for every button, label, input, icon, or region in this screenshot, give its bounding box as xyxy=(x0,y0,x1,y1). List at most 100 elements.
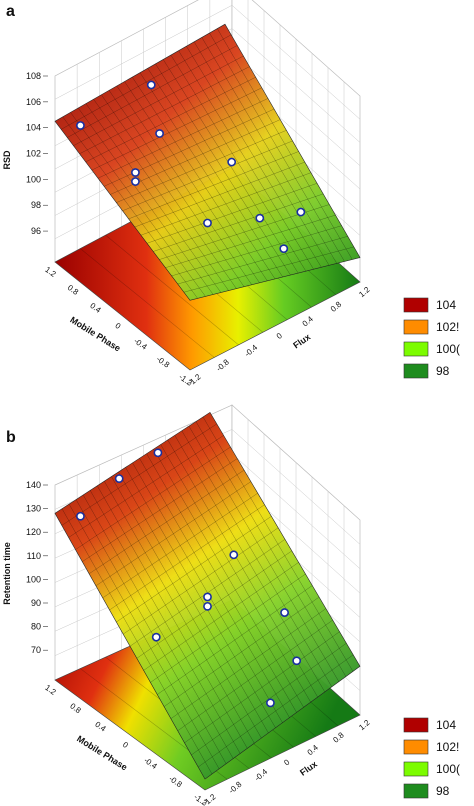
mp-tick-label: -0.4 xyxy=(142,756,159,772)
gridline xyxy=(231,5,361,120)
mesh-line xyxy=(188,425,340,682)
legend-swatch xyxy=(403,319,429,335)
flux-axis-label: Flux xyxy=(291,332,312,351)
mp-tick-label: -0.8 xyxy=(155,354,172,370)
mesh-line xyxy=(163,596,320,707)
contour-line xyxy=(105,234,239,346)
mesh-line xyxy=(139,458,290,718)
z-tick-label: 80 xyxy=(31,622,41,632)
mesh-line xyxy=(88,469,245,574)
mesh-line xyxy=(68,435,224,538)
mesh-line xyxy=(91,87,262,171)
mesh-line xyxy=(124,81,260,283)
mesh-line xyxy=(140,172,311,236)
mesh-line xyxy=(116,130,287,203)
z-axis-label: Retention time xyxy=(2,542,12,605)
flux-tick-label: 0.8 xyxy=(329,299,344,313)
flux-tick-label: -0.8 xyxy=(215,357,232,373)
data-point xyxy=(155,129,164,138)
data-point xyxy=(76,121,85,130)
data-point xyxy=(76,511,85,521)
mesh-line xyxy=(201,37,337,264)
mesh-line xyxy=(181,430,332,687)
mesh-line xyxy=(198,654,354,768)
mesh-line xyxy=(170,608,327,719)
flux-tick-label: 0 xyxy=(275,331,285,341)
mp-tick-label: 0 xyxy=(114,321,123,331)
mesh-line xyxy=(116,85,252,285)
mesh-line xyxy=(186,46,322,268)
flux-tick-label: 0.4 xyxy=(301,314,316,328)
mesh-line xyxy=(134,161,305,228)
mesh-line xyxy=(102,493,258,599)
mesh-line xyxy=(146,183,318,244)
flux-tick-label: 0.8 xyxy=(331,730,346,744)
data-point xyxy=(114,474,124,484)
mesh-line xyxy=(157,585,313,695)
legend-swatch xyxy=(403,363,429,379)
mesh-line xyxy=(150,573,306,683)
mesh-line xyxy=(177,236,348,285)
data-point xyxy=(203,601,212,611)
legend-swatch xyxy=(403,297,429,313)
z-tick-label: 108 xyxy=(26,71,41,81)
panel-letter: b xyxy=(6,429,16,446)
flux-axis-label: Flux xyxy=(298,759,319,778)
flux-tick-label: 1.2 xyxy=(357,285,372,299)
gridline xyxy=(231,28,361,143)
mesh-line xyxy=(128,151,299,220)
mesh-line xyxy=(136,550,292,659)
legend-swatch xyxy=(403,783,429,799)
z-axis-label: RSD xyxy=(2,150,12,170)
mesh-line xyxy=(109,504,265,611)
mesh-line xyxy=(125,467,276,728)
mesh-line xyxy=(61,508,213,775)
z-tick-label: 100 xyxy=(26,574,41,584)
mesh-line xyxy=(82,458,238,562)
mp-tick-label: 0.8 xyxy=(66,283,81,297)
mp-tick-label: 0.8 xyxy=(68,701,83,715)
mesh-line xyxy=(217,28,353,260)
legend-label: 102! xyxy=(436,320,459,334)
mesh-line xyxy=(155,63,291,276)
z-tick-label: 90 xyxy=(31,598,41,608)
z-tick-label: 102 xyxy=(26,149,41,159)
mp-tick-label: 0 xyxy=(121,740,130,750)
flux-tick-label: -0.4 xyxy=(253,767,270,783)
data-point xyxy=(227,157,237,167)
panel-b: 140 130 120 110 100 90 80 70 Retention time 1.2 0.… xyxy=(2,404,460,806)
flux-tick-label: 1.2 xyxy=(357,718,372,732)
legend-label: 100( xyxy=(436,342,460,356)
mesh-line xyxy=(209,32,345,262)
data-point xyxy=(151,632,161,642)
mesh-line xyxy=(62,116,198,299)
mp-tick-label: 1.2 xyxy=(43,683,58,697)
data-point xyxy=(153,448,163,458)
legend-swatch xyxy=(403,717,429,733)
z-tick-label: 96 xyxy=(31,226,41,236)
mesh-line xyxy=(122,140,293,212)
flux-tick-label: 0 xyxy=(282,757,292,767)
mesh-line xyxy=(61,423,217,526)
legend-swatch xyxy=(403,341,429,357)
data-point xyxy=(292,656,302,666)
mesh-line xyxy=(178,50,314,270)
mp-tick-label: -0.4 xyxy=(132,336,149,352)
mesh-line xyxy=(67,45,238,138)
legend-label: 102! xyxy=(436,740,459,754)
mesh-line xyxy=(193,41,330,266)
data-point xyxy=(279,244,289,254)
flux-tick-label: -0.8 xyxy=(227,779,244,795)
data-point xyxy=(266,698,275,708)
gridline xyxy=(231,51,361,166)
mesh-line xyxy=(118,471,269,734)
data-point xyxy=(280,608,289,617)
mesh-line xyxy=(171,225,342,277)
mesh-line xyxy=(147,68,283,278)
z-tick-label: 140 xyxy=(26,480,41,490)
mesh-line xyxy=(75,499,227,764)
mesh-line xyxy=(73,55,244,146)
mesh-line xyxy=(104,481,255,744)
mesh-line xyxy=(79,66,250,155)
